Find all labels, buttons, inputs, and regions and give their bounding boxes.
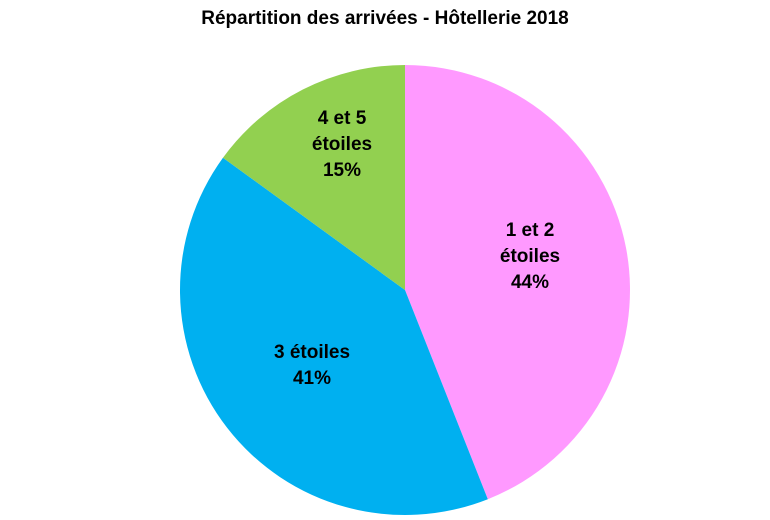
slice-label-line: 15% (323, 160, 361, 181)
slice-label-line: étoiles (312, 134, 372, 155)
slice-label: 4 et 5 étoiles 15% (312, 108, 372, 181)
slice-label-line: 1 et 2 (506, 220, 555, 241)
pie-slice (179, 157, 488, 515)
slice-label-line: 44% (511, 272, 549, 293)
chart-title: Répartition des arrivées - Hôtellerie 20… (201, 8, 569, 29)
slice-label-line: 4 et 5 (318, 108, 367, 129)
slice-label-line: 3 étoiles (274, 342, 350, 363)
pie-slice (222, 65, 405, 290)
slice-label: 3 étoiles 41% (274, 342, 350, 389)
slice-label-line: 41% (293, 368, 331, 389)
slice-label: 1 et 2 étoiles 44% (500, 220, 560, 293)
pie-slice (405, 65, 631, 500)
slice-label-line: étoiles (500, 246, 560, 267)
